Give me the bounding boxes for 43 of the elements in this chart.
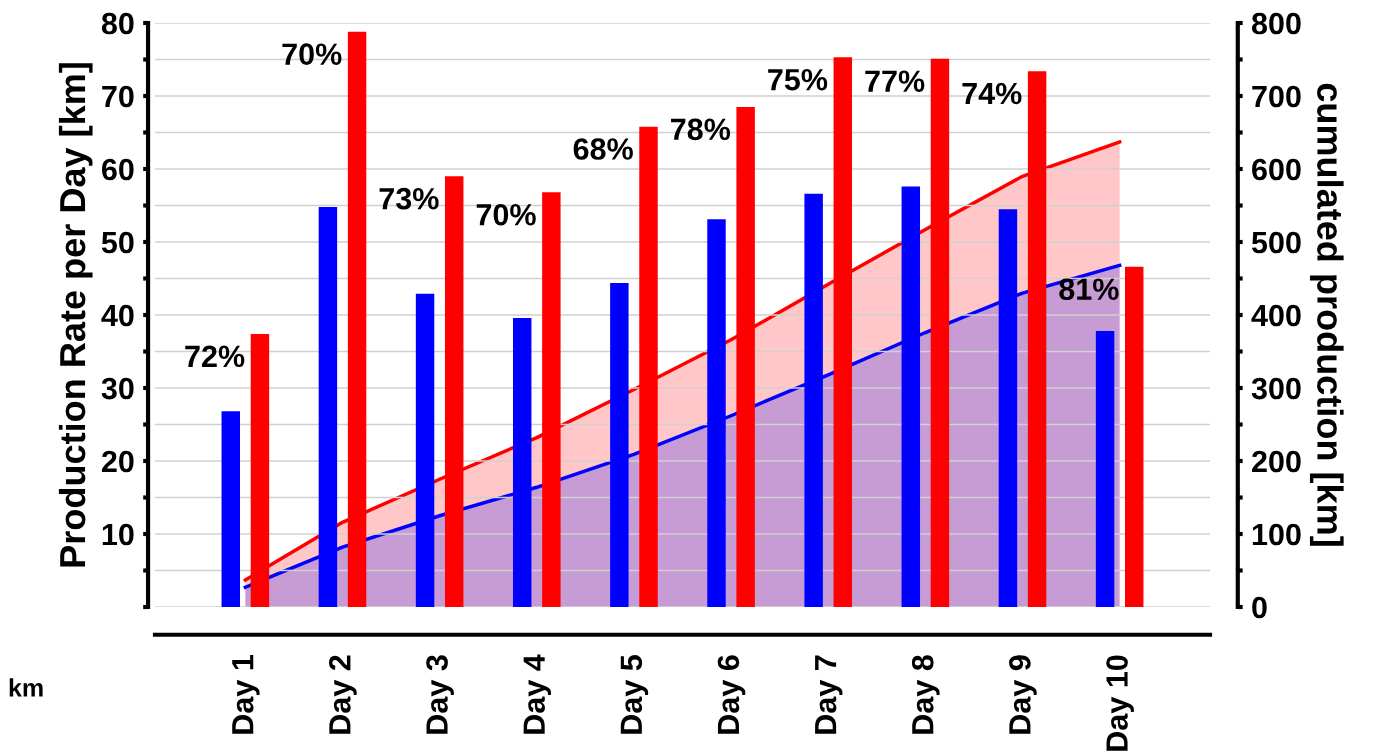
x-tick-label: Day 8 xyxy=(911,655,940,734)
annotation: 68% xyxy=(573,138,633,160)
y-tick-label: 30 xyxy=(101,377,134,400)
y2-tick-label: 800 xyxy=(1251,12,1301,35)
annotation: 73% xyxy=(379,187,439,210)
y-tick-label: 40 xyxy=(101,304,134,327)
y-tick-label: 80 xyxy=(101,12,134,35)
x-tick-label: Day 3 xyxy=(426,655,454,734)
y2-tick-label: 100 xyxy=(1252,523,1301,546)
annotation: 75% xyxy=(768,68,828,91)
bar xyxy=(1095,331,1115,607)
y2-tick-label: 700 xyxy=(1252,85,1301,108)
bar xyxy=(221,411,240,607)
y-tick-label: 20 xyxy=(101,450,134,473)
x-tick-label: Day 2 xyxy=(329,655,357,734)
y2-tick-label: 0 xyxy=(1252,596,1267,619)
annotation: 74% xyxy=(962,82,1022,105)
x-tick-label: Day 1 xyxy=(232,655,260,734)
x-tick-label: Day 9 xyxy=(1009,655,1037,734)
bar xyxy=(1125,266,1144,607)
annotation: 81% xyxy=(1059,278,1119,301)
annotation: 77% xyxy=(865,70,925,92)
x-tick-label: Day 4 xyxy=(523,654,552,734)
y-tick-label: 70 xyxy=(102,85,134,108)
y-tick-label: 50 xyxy=(101,231,134,254)
y-tick-label: 60 xyxy=(101,158,134,181)
x-tick-label: Day 10 xyxy=(1106,655,1134,751)
annotation: 70% xyxy=(476,203,536,226)
y2-tick-label: 600 xyxy=(1252,158,1301,181)
y2-axis-title: cumulated production [km] xyxy=(1309,83,1344,546)
y-tick-label: 10 xyxy=(102,523,134,546)
y2-tick-label: 200 xyxy=(1252,450,1301,473)
text: km xyxy=(9,678,43,697)
annotation: 78% xyxy=(671,118,731,141)
x-tick-label: Day 6 xyxy=(717,655,746,734)
y2-tick-label: 300 xyxy=(1251,377,1301,400)
annotation: 72% xyxy=(185,345,245,368)
x-tick-label: Day 5 xyxy=(620,655,649,734)
y2-tick-label: 500 xyxy=(1251,231,1301,254)
x-tick-label: Day 7 xyxy=(815,655,843,734)
y2-tick-label: 400 xyxy=(1251,304,1301,327)
y-axis-title: Production Rate per Day [km] xyxy=(58,63,93,567)
annotation: 70% xyxy=(282,43,342,65)
